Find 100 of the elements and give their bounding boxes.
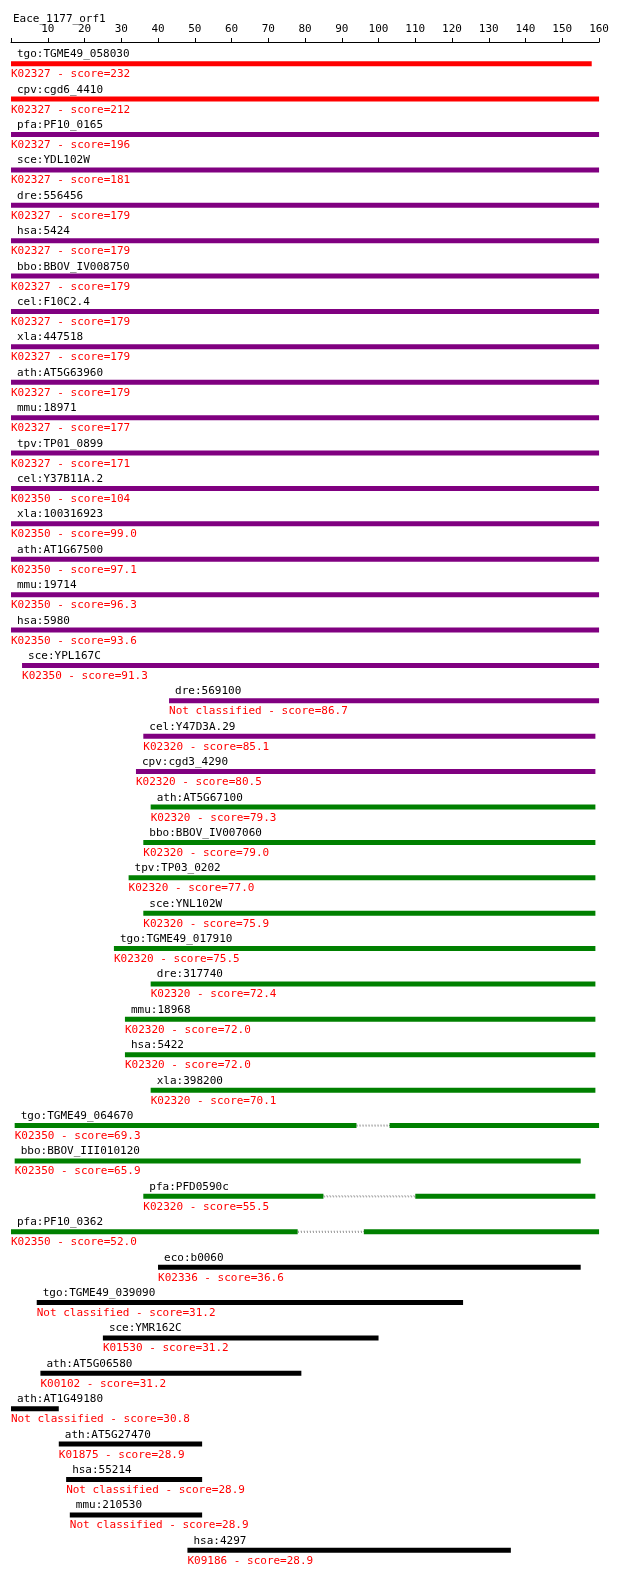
bar xyxy=(11,592,600,598)
bar xyxy=(22,662,600,668)
bar xyxy=(11,96,600,102)
annotation: K02320 - score=79.3 xyxy=(150,810,277,824)
annotation: Not classified - score=31.2 xyxy=(36,1306,216,1320)
annotation: K01875 - score=28.9 xyxy=(58,1447,185,1461)
y-tick-label: mmu:210530 xyxy=(75,1498,143,1512)
y-tick-label: bbo:BBOV_IV008750 xyxy=(17,259,130,273)
x-tick-label: 50 xyxy=(188,22,202,35)
y-tick-label: pfa:PF10_0165 xyxy=(17,117,104,131)
annotation: K00102 - score=31.2 xyxy=(40,1376,167,1390)
x-tick-label: 60 xyxy=(224,22,239,35)
x-tick-label: 160 xyxy=(589,22,609,35)
annotation: K02350 - score=99.0 xyxy=(11,527,137,541)
y-tick-label: bbo:BBOV_III010120 xyxy=(20,1144,140,1158)
bar xyxy=(143,733,596,739)
y-tick-label: xla:447518 xyxy=(17,330,84,344)
annotation: K02327 - score=179 xyxy=(11,350,131,364)
chart-title: Eace_1177_orf1 xyxy=(13,12,106,25)
x-tick-label: 10 xyxy=(41,22,55,35)
y-tick-label: hsa:5424 xyxy=(17,224,71,238)
annotation: K02350 - score=65.9 xyxy=(14,1164,141,1178)
annotation: K02350 - score=69.3 xyxy=(14,1129,141,1143)
y-tick-label: ath:AT5G06580 xyxy=(46,1356,133,1370)
annotation: K02320 - score=80.5 xyxy=(135,775,262,789)
annotation: K09186 - score=28.9 xyxy=(187,1553,314,1567)
y-tick-label: sce:YPL167C xyxy=(28,648,101,662)
annotation: K02327 - score=181 xyxy=(11,173,131,187)
annotation: K02350 - score=96.3 xyxy=(11,598,137,612)
annotation: K02350 - score=52.0 xyxy=(11,1235,137,1249)
y-tick-label: eco:b0060 xyxy=(164,1250,224,1264)
x-tick-label: 20 xyxy=(77,22,92,35)
x-tick-label: 120 xyxy=(442,22,462,35)
annotation: K02320 - score=55.5 xyxy=(143,1199,270,1213)
annotation: K02320 - score=72.0 xyxy=(124,1058,251,1072)
y-tick-label: hsa:4297 xyxy=(193,1533,247,1547)
bar xyxy=(11,131,600,137)
bar xyxy=(363,1229,600,1235)
y-tick-label: cel:Y47D3A.29 xyxy=(149,719,236,733)
bar xyxy=(389,1123,600,1129)
y-tick-label: cel:F10C2.4 xyxy=(17,294,91,308)
annotation: K02350 - score=104 xyxy=(11,491,131,505)
x-tick-label: 70 xyxy=(261,22,275,35)
bar xyxy=(11,344,600,350)
annotation: K02327 - score=171 xyxy=(11,456,131,470)
annotation: K02320 - score=72.4 xyxy=(150,987,277,1001)
y-tick-label: tgo:TGME49_064670 xyxy=(20,1109,134,1123)
annotation: K02327 - score=177 xyxy=(11,421,131,435)
y-tick-label: dre:556456 xyxy=(17,188,84,202)
x-tick-label: 140 xyxy=(515,22,536,35)
bar xyxy=(11,627,600,633)
annotation: K02327 - score=196 xyxy=(11,137,131,151)
y-tick-label: mmu:19714 xyxy=(17,578,77,592)
y-tick-label: hsa:5422 xyxy=(130,1038,184,1052)
y-tick-label: mmu:18971 xyxy=(17,401,77,415)
annotation: K02327 - score=179 xyxy=(11,279,131,293)
bar xyxy=(415,1193,596,1199)
y-tick-label: cel:Y37B11A.2 xyxy=(17,471,104,485)
annotation: K02327 - score=179 xyxy=(11,314,131,328)
y-tick-label: hsa:55214 xyxy=(72,1463,133,1477)
bar xyxy=(11,238,600,244)
y-tick-label: sce:YMR162C xyxy=(108,1321,182,1335)
y-tick-label: ath:AT5G67100 xyxy=(156,790,243,804)
annotation: K02320 - score=75.5 xyxy=(113,952,240,966)
x-tick-label: 100 xyxy=(368,22,389,35)
bar xyxy=(11,167,600,173)
annotation: K02320 - score=75.9 xyxy=(143,916,270,930)
y-tick-label: tgo:TGME49_017910 xyxy=(119,932,233,946)
y-tick-label: sce:YDL102W xyxy=(17,153,91,167)
bar xyxy=(11,485,600,491)
y-tick-label: tpv:TP01_0899 xyxy=(17,436,104,450)
y-tick-label: ath:AT5G27470 xyxy=(64,1427,151,1441)
annotation: K02327 - score=212 xyxy=(11,102,131,116)
annotation: K02327 - score=232 xyxy=(11,67,131,81)
x-tick-label: 80 xyxy=(298,22,312,35)
annotation: K02320 - score=70.1 xyxy=(150,1093,277,1107)
bar xyxy=(11,202,600,208)
x-tick-label: 40 xyxy=(151,22,165,35)
y-tick-label: tpv:TP03_0202 xyxy=(134,861,221,875)
y-tick-label: dre:317740 xyxy=(156,967,223,981)
y-tick-label: dre:569100 xyxy=(175,684,242,698)
y-tick-label: ath:AT1G49180 xyxy=(17,1392,104,1406)
bar xyxy=(11,556,600,562)
y-tick-label: tgo:TGME49_039090 xyxy=(42,1286,156,1300)
annotation: Not classified - score=28.9 xyxy=(66,1483,245,1497)
y-tick-label: cpv:cgd3_4290 xyxy=(141,755,229,769)
annotation: Not classified - score=28.9 xyxy=(69,1518,249,1532)
bar xyxy=(11,379,600,385)
bar xyxy=(11,273,600,279)
annotation: Not classified - score=86.7 xyxy=(169,704,348,718)
annotation: K02350 - score=97.1 xyxy=(11,562,137,576)
y-tick-label: xla:398200 xyxy=(156,1073,223,1087)
annotation: K02350 - score=93.6 xyxy=(11,633,137,647)
bar xyxy=(11,521,600,527)
bar xyxy=(169,698,600,704)
y-tick-label: xla:100316923 xyxy=(17,507,104,521)
annotation: K02320 - score=85.1 xyxy=(143,739,270,753)
annotation: K02320 - score=72.0 xyxy=(124,1022,251,1036)
annotation: Not classified - score=30.8 xyxy=(11,1412,190,1426)
x-tick-label: 30 xyxy=(114,22,128,35)
